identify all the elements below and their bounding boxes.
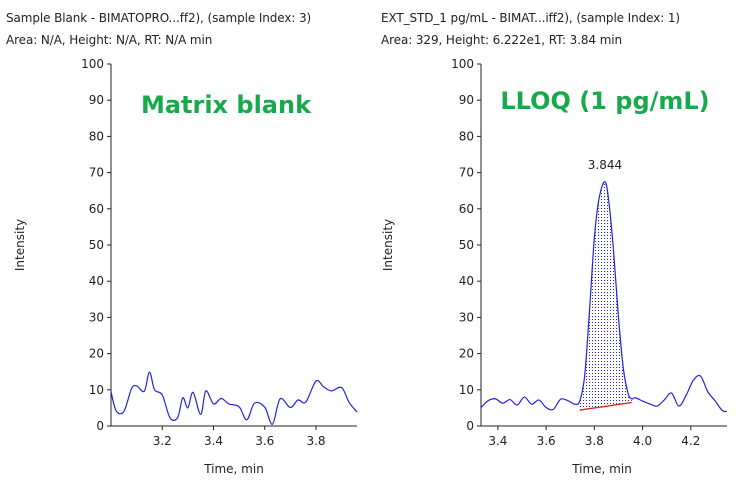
right-y-tick-label: 90: [459, 93, 474, 107]
right-chart-header-line1: EXT_STD_1 pg/mL - BIMAT...iff2), (sample…: [381, 11, 680, 25]
right-x-tick-label: 3.8: [585, 434, 604, 448]
right-y-tick-label: 80: [459, 129, 474, 143]
left-y-tick-label: 60: [89, 202, 104, 216]
left-x-tick-label: 3.8: [306, 434, 325, 448]
right-x-tick-label: 3.4: [488, 434, 507, 448]
right-chart-plot: 0 10 20 30 40 50 60 70 80 90 100 3.4 3.6 3.8 4.0 4.2 Int…: [381, 57, 728, 476]
right-integrated-peak-area: [579, 181, 632, 411]
left-y-tick-label: 80: [89, 129, 104, 143]
left-x-tick-label: 3.4: [204, 434, 223, 448]
right-chart-panel: EXT_STD_1 pg/mL - BIMAT...iff2), (sample…: [375, 0, 750, 499]
left-x-tick-label: 3.6: [255, 434, 274, 448]
right-x-tick-label: 4.2: [681, 434, 700, 448]
right-x-tick-label: 3.6: [537, 434, 556, 448]
right-chromatogram-trace: [480, 181, 728, 413]
right-y-tick-label: 0: [466, 419, 474, 433]
right-y-tick-label: 60: [459, 202, 474, 216]
right-y-tick-label: 20: [459, 347, 474, 361]
left-chromatogram-trace: [110, 371, 358, 425]
left-x-tick-label: 3.2: [153, 434, 172, 448]
left-y-tick-label: 100: [81, 57, 104, 71]
right-integration-baseline: [579, 401, 632, 411]
left-y-tick-label: 90: [89, 93, 104, 107]
left-y-tick-label: 40: [89, 274, 104, 288]
right-chart-header-line2: Area: 329, Height: 6.222e1, RT: 3.84 min: [381, 33, 623, 47]
right-y-axis-label: Intensity: [381, 219, 395, 271]
left-y-tick-label: 10: [89, 383, 104, 397]
left-y-tick-label: 30: [89, 310, 104, 324]
left-chart-plot: 0 10 20 30 40 50 60 70 80 90 100 3.2 3.4 3.6 3.8 Intens…: [13, 57, 358, 476]
left-y-tick-label: 0: [96, 419, 104, 433]
left-chart-header-line1: Sample Blank - BIMATOPRO...ff2), (sample…: [6, 11, 312, 25]
left-chart-header-line2: Area: N/A, Height: N/A, RT: N/A min: [6, 33, 213, 47]
right-y-tick-label: 30: [459, 310, 474, 324]
left-chart-panel: Sample Blank - BIMATOPRO...ff2), (sample…: [6, 11, 358, 476]
left-chart-annotation: Matrix blank: [141, 91, 312, 119]
right-y-tick-label: 50: [459, 238, 474, 252]
right-x-axis-label: Time, min: [571, 462, 632, 476]
left-y-tick-label: 20: [89, 347, 104, 361]
right-y-tick-label: 40: [459, 274, 474, 288]
right-chart-annotation: LLOQ (1 pg/mL): [500, 87, 709, 115]
left-y-tick-label: 50: [89, 238, 104, 252]
left-y-axis-label: Intensity: [13, 219, 27, 271]
left-x-axis-label: Time, min: [203, 462, 264, 476]
right-peak-rt-label: 3.844: [588, 158, 622, 172]
right-y-tick-label: 100: [451, 57, 474, 71]
right-x-tick-label: 4.0: [633, 434, 652, 448]
right-y-tick-label: 70: [459, 166, 474, 180]
left-y-tick-label: 70: [89, 166, 104, 180]
right-y-tick-label: 10: [459, 383, 474, 397]
